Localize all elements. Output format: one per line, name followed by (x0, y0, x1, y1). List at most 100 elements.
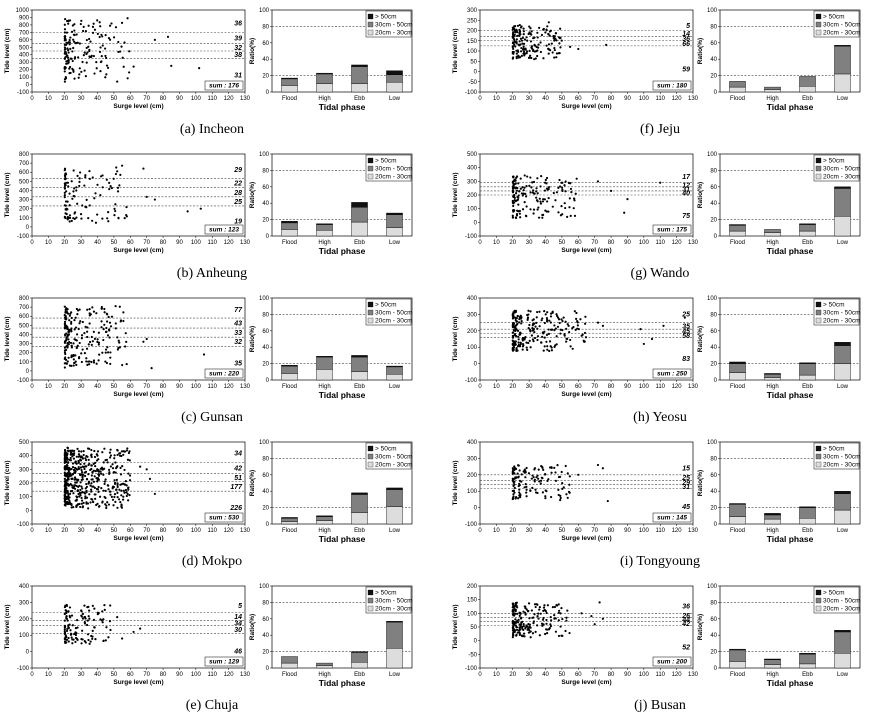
data-point (536, 208, 539, 211)
ratio-tick-label: 60 (262, 41, 269, 47)
data-point (116, 483, 119, 487)
legend-swatch (367, 157, 374, 164)
data-point (513, 483, 516, 486)
data-point (65, 500, 69, 504)
data-point (123, 468, 126, 472)
data-point (66, 333, 70, 337)
data-point (77, 450, 81, 453)
bar-segment (799, 518, 816, 525)
data-point (564, 190, 567, 193)
data-point (536, 614, 539, 618)
data-point (555, 313, 558, 316)
data-point (64, 200, 68, 203)
category-label: Ebb (354, 240, 365, 246)
data-point (532, 318, 535, 321)
data-point (75, 339, 78, 342)
data-point (529, 176, 532, 179)
data-point (63, 494, 66, 498)
data-point (512, 493, 515, 496)
legend-entry: 20cm - 30cm (375, 606, 413, 613)
data-point (104, 459, 107, 462)
data-point (557, 318, 561, 321)
data-point (63, 39, 66, 42)
data-point (564, 206, 567, 210)
data-point (545, 333, 549, 337)
data-point (564, 464, 567, 468)
data-point (70, 356, 73, 359)
x-tick-label: 80 (608, 96, 615, 102)
data-point (518, 614, 521, 617)
data-point (557, 475, 561, 479)
data-point (521, 42, 524, 45)
data-point (535, 316, 538, 319)
data-point (549, 321, 552, 324)
data-point (525, 185, 528, 188)
data-point (513, 201, 516, 204)
x-tick-label: 10 (45, 528, 52, 534)
data-point (75, 186, 78, 189)
panel-anheung: 0 10 20 30 40 50 60 70 80 90 100 110 120 130-10001002… (4, 152, 413, 281)
data-point (554, 344, 557, 347)
data-point (559, 332, 562, 335)
data-point (105, 312, 108, 315)
data-point (519, 43, 522, 46)
y-tick-label: 700 (19, 161, 30, 167)
data-point (527, 327, 530, 330)
data-point (94, 461, 97, 464)
data-point (67, 22, 70, 25)
data-point (532, 49, 535, 53)
data-point (70, 330, 73, 333)
data-point (72, 638, 75, 641)
scatter-plot: 0 10 20 30 40 50 60 70 80 90 100 110 120 130-100-5005… (452, 8, 699, 110)
bar-segment (834, 363, 851, 381)
bar-segment (729, 648, 746, 651)
category-label: Low (837, 528, 849, 534)
zone-count: 33 (234, 330, 242, 337)
legend-entry: 30cm - 50cm (375, 166, 413, 173)
bar-segment (386, 70, 403, 75)
data-point (516, 631, 519, 634)
x-tick-label: 20 (61, 528, 68, 534)
data-point (557, 36, 561, 39)
x-tick-label: 0 (30, 384, 34, 390)
data-point (85, 198, 88, 201)
legend-swatch (815, 317, 822, 324)
data-point (545, 187, 549, 190)
bar-segment (799, 76, 816, 87)
x-tick-label: 70 (143, 240, 150, 246)
data-point (63, 196, 66, 199)
data-point (567, 181, 570, 184)
x-tick-label: 80 (608, 672, 615, 678)
data-point (81, 29, 85, 33)
data-point (71, 50, 74, 53)
data-point (566, 609, 569, 612)
data-point (64, 609, 67, 612)
data-point (556, 464, 559, 467)
ratio-tick-label: 40 (710, 489, 717, 495)
data-point (86, 51, 89, 54)
data-point (516, 472, 519, 475)
data-point (71, 462, 75, 465)
data-point (64, 358, 68, 361)
data-point (72, 353, 75, 357)
y-tick-label: 400 (19, 332, 30, 338)
data-point (65, 62, 68, 65)
data-point (75, 499, 78, 502)
data-point (521, 36, 525, 40)
data-point (103, 608, 106, 611)
data-point (551, 328, 554, 331)
data-point (91, 629, 94, 632)
data-point (511, 323, 515, 326)
data-point (115, 166, 118, 169)
data-point (519, 332, 522, 335)
data-point (533, 613, 536, 616)
data-point (199, 207, 202, 210)
data-point (522, 27, 525, 30)
data-point (63, 70, 66, 73)
data-point (543, 321, 546, 325)
data-point (73, 187, 76, 190)
data-point (85, 52, 88, 56)
scatter-plot: 0 10 20 30 40 50 60 70 80 90 100 110 120 130-100-5005… (452, 584, 699, 686)
data-point (84, 465, 87, 468)
